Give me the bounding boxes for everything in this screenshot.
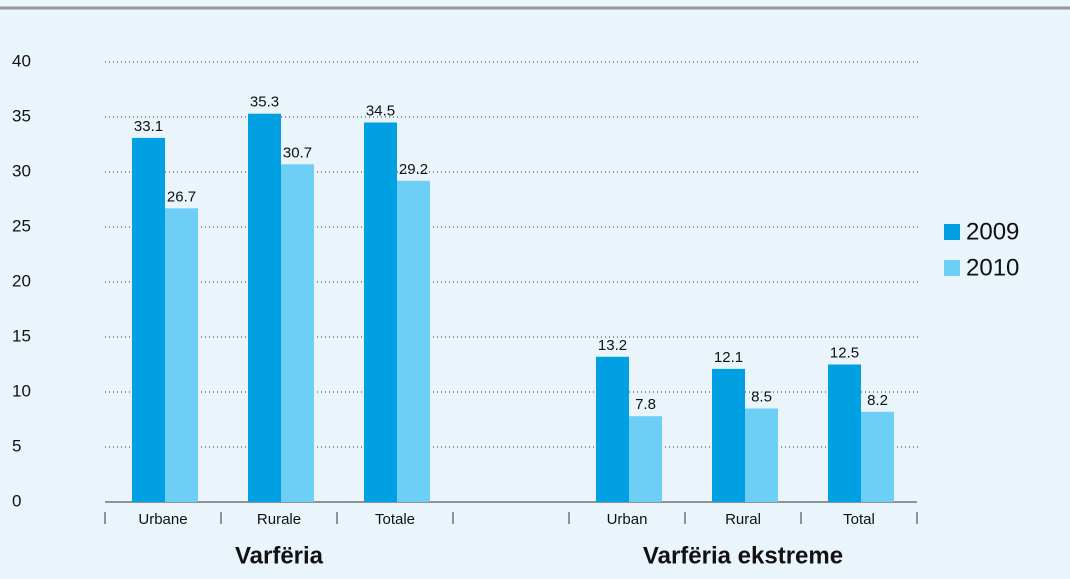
bar (281, 164, 314, 503)
value-label: 34.5 (366, 102, 395, 119)
bar (745, 408, 778, 502)
legend-label: 2010 (966, 254, 1019, 281)
value-label: 7.8 (635, 396, 656, 413)
bar (165, 208, 198, 503)
legend-swatch (944, 260, 960, 276)
value-label: 12.1 (714, 349, 743, 366)
y-tick-label: 30 (12, 161, 31, 180)
y-tick-label: 25 (12, 216, 31, 235)
value-label: 13.2 (598, 337, 627, 354)
x-tick-label: Urbane (138, 511, 187, 528)
y-tick-label: 15 (12, 326, 31, 345)
x-tick-label: Totale (375, 511, 415, 528)
value-label: 30.7 (283, 144, 312, 161)
x-tick-label: Urban (607, 511, 648, 528)
y-tick-label: 35 (12, 106, 31, 125)
group-label: Varfëria ekstreme (643, 542, 843, 569)
y-tick-label: 20 (12, 271, 31, 290)
bar (629, 416, 662, 502)
legend-label: 2009 (966, 218, 1019, 245)
bar (828, 364, 861, 502)
bar (364, 122, 397, 502)
x-tick-label: Total (843, 511, 875, 528)
bar (596, 356, 629, 502)
value-label: 8.2 (867, 392, 888, 409)
y-tick-label: 40 (12, 51, 31, 70)
bar (397, 180, 430, 503)
y-tick-label: 10 (12, 381, 31, 400)
value-label: 26.7 (167, 188, 196, 205)
bar (132, 137, 165, 502)
bar (861, 411, 894, 502)
y-tick-label: 5 (12, 436, 21, 455)
x-tick-label: Rurale (257, 511, 301, 528)
bar (712, 368, 745, 502)
value-label: 29.2 (399, 161, 428, 178)
value-label: 8.5 (751, 388, 772, 405)
x-tick-label: Rural (725, 511, 761, 528)
y-tick-label: 0 (12, 491, 21, 510)
value-label: 33.1 (134, 118, 163, 135)
bar (248, 113, 281, 502)
group-label: Varfëria (235, 542, 324, 569)
value-label: 12.5 (830, 344, 859, 361)
legend-swatch (944, 224, 960, 240)
value-label: 35.3 (250, 94, 279, 111)
